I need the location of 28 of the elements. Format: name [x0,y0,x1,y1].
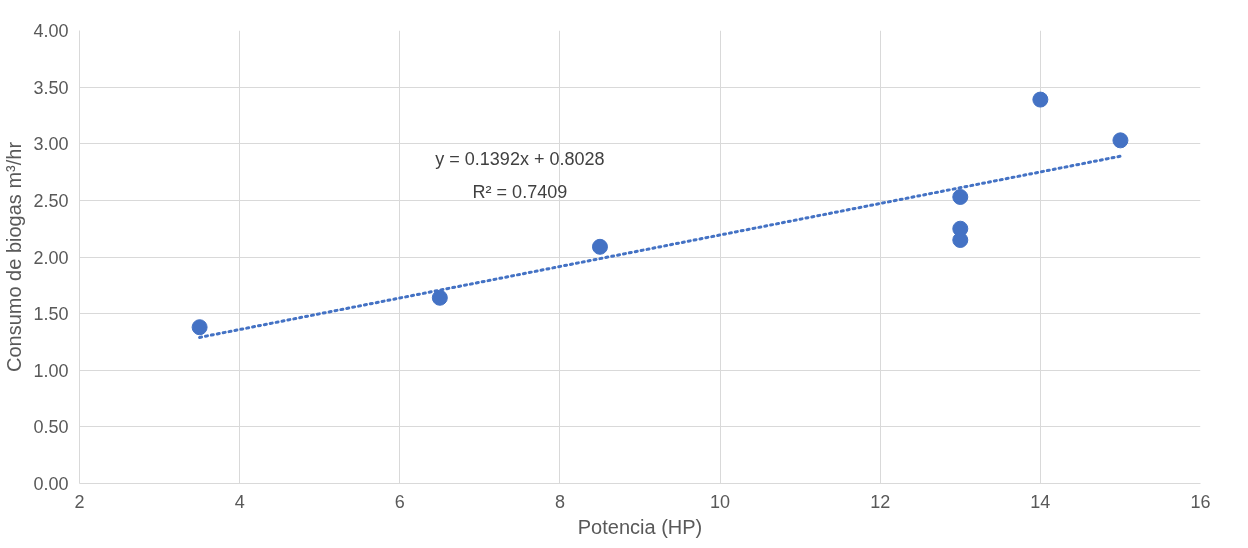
point [952,188,969,205]
x-tick-label: 12 [870,491,891,512]
x-axis-title: Potencia (HP) [577,515,703,538]
annotation: R² = 0.7409 [472,181,568,202]
y-tick-label: 1.00 [33,360,69,381]
x-tick-label: 6 [394,491,405,512]
point [191,319,208,336]
point [1112,132,1129,149]
y-tick-label: 2.00 [33,247,69,268]
x-tick-label: 14 [1030,491,1051,512]
x-tick-label: 8 [554,491,565,512]
point [1032,91,1049,108]
y-tick-label: 0.50 [33,417,69,438]
point [431,289,448,306]
y-tick-label: 4.00 [33,21,69,41]
x-tick-label: 2 [74,491,85,512]
y-axis-title: Consumo de biogas m³/hr [3,141,26,373]
y-tick-label: 0.00 [33,474,69,494]
point [952,232,969,248]
annotation: y = 0.1392x + 0.8028 [435,148,605,169]
y-tick-label: 3.50 [33,77,69,98]
x-tick-label: 10 [710,491,731,512]
y-tick-label: 2.50 [33,190,69,211]
y-tick-label: 3.00 [33,134,69,155]
point [591,238,608,255]
x-tick-label: 4 [234,491,245,512]
x-tick-label: 16 [1190,491,1211,512]
y-tick-label: 1.50 [33,304,69,325]
